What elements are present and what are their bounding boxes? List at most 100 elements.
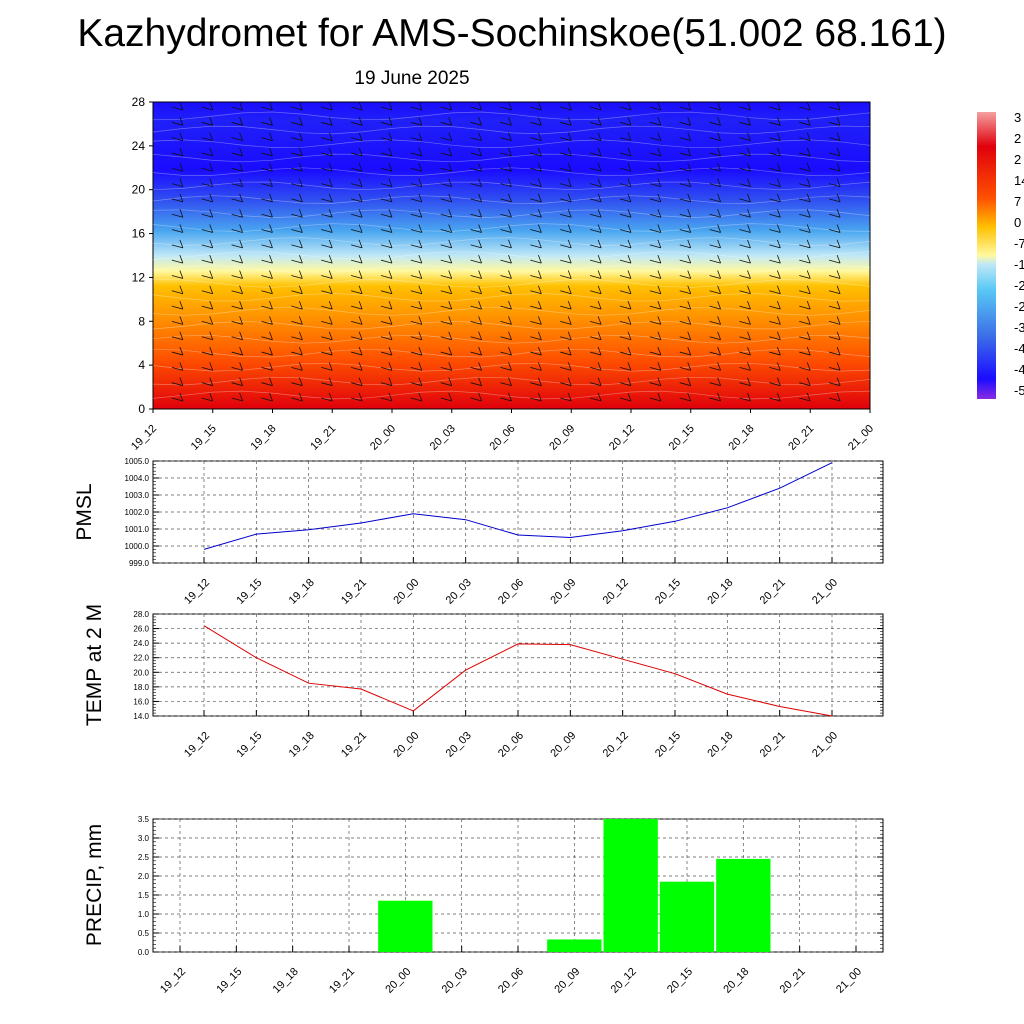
contour-line [152, 167, 871, 176]
wind-barb [709, 300, 721, 310]
wind-barb [291, 178, 303, 187]
wind-barb [201, 377, 214, 387]
x-tick-label: 20_09 [547, 423, 577, 453]
wind-barb [799, 163, 811, 172]
wind-barb [291, 193, 303, 203]
wind-barb [500, 147, 512, 157]
wind-barb [619, 117, 632, 126]
wind-barb [171, 132, 184, 142]
wind-barb [829, 117, 841, 126]
contour-line [152, 307, 871, 316]
x-tick-label: 20_03 [444, 577, 474, 607]
wind-barb [769, 316, 781, 325]
wind-barb [470, 163, 482, 172]
wind-barb [560, 224, 572, 233]
y-tick-label: 3.0 [138, 834, 150, 843]
wind-barb [171, 117, 184, 126]
wind-barb [500, 239, 512, 249]
wind-barb [530, 377, 542, 387]
wind-barb [799, 377, 811, 387]
wind-barb [261, 239, 273, 249]
x-tick-label: 20_06 [496, 730, 526, 760]
wind-barb [321, 209, 333, 218]
wind-barb [410, 285, 423, 295]
series-line [203, 625, 833, 717]
wind-barb [201, 239, 214, 249]
x-tick-label: 19_21 [339, 730, 369, 760]
wind-barb [530, 300, 542, 310]
wind-barb [321, 285, 333, 295]
wind-barb [380, 270, 393, 279]
x-tick-label: 20_18 [727, 423, 757, 453]
wind-barb [380, 224, 393, 233]
contour-line [152, 139, 871, 149]
x-tick-label: 20_21 [758, 730, 788, 760]
wind-barb [709, 147, 721, 157]
wind-barb [261, 331, 273, 341]
wind-barb [649, 255, 662, 264]
y-tick-label: 999.0 [129, 559, 150, 568]
wind-barb [321, 117, 333, 126]
date-label: 19 June 2025 [354, 68, 470, 89]
wind-barb [590, 316, 602, 325]
wind-barb [321, 255, 333, 264]
wind-barb [351, 346, 363, 356]
wind-barb [351, 362, 363, 371]
wind-barb [649, 163, 662, 172]
wind-barb [709, 346, 721, 356]
wind-barb [410, 346, 423, 356]
y-tick-label: 24 [132, 139, 146, 153]
wind-barb [500, 178, 512, 187]
wind-barb [261, 270, 273, 279]
wind-barb [380, 285, 393, 295]
wind-barb [619, 178, 632, 187]
wind-barb [231, 285, 243, 295]
precip-bar [378, 900, 433, 952]
x-tick-label: 20_09 [548, 730, 578, 760]
x-tick-label: 19_21 [308, 423, 338, 453]
wind-barb [560, 331, 572, 341]
wind-barb [351, 331, 363, 341]
wind-barb [530, 101, 542, 111]
y-tick-label: 0.0 [138, 948, 150, 957]
wind-barb [351, 255, 363, 264]
colorbar: 3 2 2 14 7 0 -7 -1 -2 -2 -3 -4 -4 -5 [977, 110, 1024, 399]
x-tick-label: 19_21 [339, 577, 369, 607]
wind-barb [619, 239, 632, 249]
wind-barb [291, 224, 303, 233]
wind-barb [590, 362, 602, 371]
wind-barb [679, 239, 692, 249]
wind-barb [679, 346, 692, 356]
wind-barb [291, 392, 303, 402]
wind-barb [351, 193, 363, 203]
x-tick-label: 19_18 [287, 730, 317, 760]
wind-barb [530, 132, 542, 142]
wind-barb [231, 346, 243, 356]
y-tick-label: 1003.0 [125, 491, 150, 500]
wind-barb [530, 346, 542, 356]
wind-barb [500, 300, 512, 310]
colorbar-label: -3 [1014, 320, 1024, 335]
wind-barb [291, 209, 303, 218]
wind-barb [769, 209, 781, 218]
wind-barb [649, 331, 662, 341]
precip-panel: 0.0 0.5 1.0 1.5 2.0 2.5 3.0 3.5 19_12 19_15 19_18 1… [83, 815, 884, 996]
x-tick-label: 19_15 [234, 577, 264, 607]
wind-barb [261, 377, 273, 387]
wind-barb [351, 285, 363, 295]
wind-barb [380, 392, 393, 402]
wind-barb [261, 316, 273, 325]
y-tick-label: 3.5 [138, 815, 150, 824]
wind-barb [440, 377, 453, 387]
wind-barb [321, 300, 333, 310]
wind-barb [560, 270, 572, 279]
wind-barb [649, 132, 662, 142]
wind-barb [500, 270, 512, 279]
wind-barb [440, 178, 453, 187]
contour-line [152, 265, 871, 274]
x-tick-label: 20_00 [383, 966, 413, 996]
wind-barb [201, 132, 214, 142]
wind-barb [530, 163, 542, 172]
x-tick-label: 19_12 [182, 577, 212, 607]
wind-barb [619, 285, 632, 295]
